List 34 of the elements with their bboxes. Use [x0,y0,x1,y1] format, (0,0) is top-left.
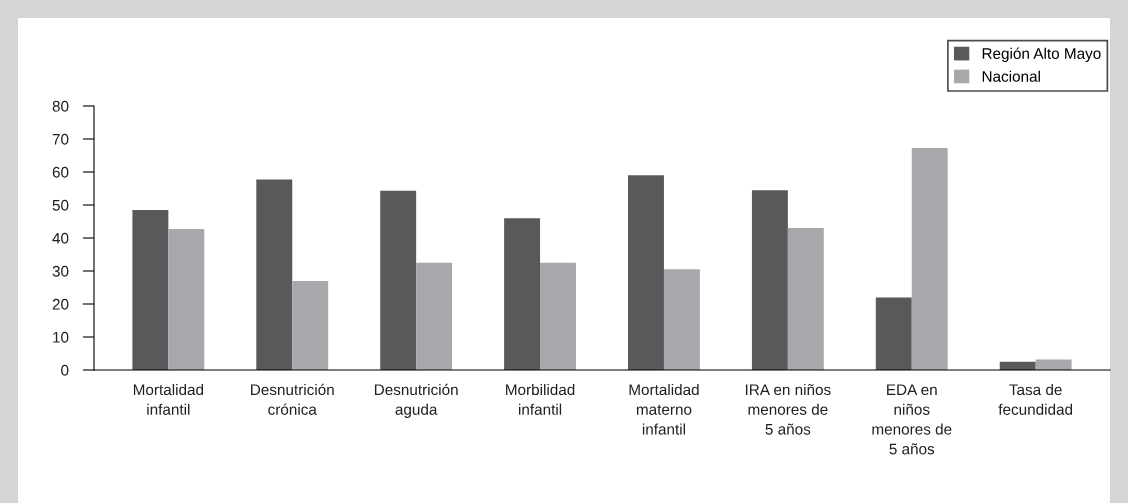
y-tick-label: 60 [52,166,69,178]
y-tick-label: 30 [52,265,69,277]
y-tick-label: 40 [52,232,69,244]
bar [628,175,664,370]
x-tick-label: EDA en niños menores de 5 años [872,384,952,455]
x-tick-label: Tasa de fecundidad [998,383,1073,415]
y-tick-label: 70 [52,133,69,145]
bar [663,269,700,370]
x-tick-label: Morbilidad infantil [506,383,575,415]
bar [416,262,453,370]
bar [380,190,417,370]
y-tick-label: 50 [52,199,69,211]
bar [875,297,912,370]
x-tick-label: IRA en niños menores de 5 años [745,383,831,435]
bar [751,190,788,370]
legend-label: Nacional [982,70,1040,82]
bar [292,280,329,370]
x-tick-label: Desnutrición aguda [374,383,458,418]
x-tick-label: Mortalidad materno infantil [629,383,699,435]
bar [911,147,948,370]
y-tick-label: 20 [52,298,69,310]
bar [168,229,205,370]
bar [504,218,541,370]
bar [256,179,293,370]
x-tick-label: Desnutrición crónica [251,383,334,415]
x-tick-label: Mortalidad infantil [133,383,204,415]
bar [1035,359,1072,370]
y-tick-label: 10 [53,331,69,343]
legend-label: Región Alto Mayo [982,47,1101,62]
y-tick-label: 0 [61,364,69,376]
bar [540,262,576,370]
y-tick-label: 80 [52,100,69,112]
bar [132,209,169,370]
bar [787,228,824,370]
